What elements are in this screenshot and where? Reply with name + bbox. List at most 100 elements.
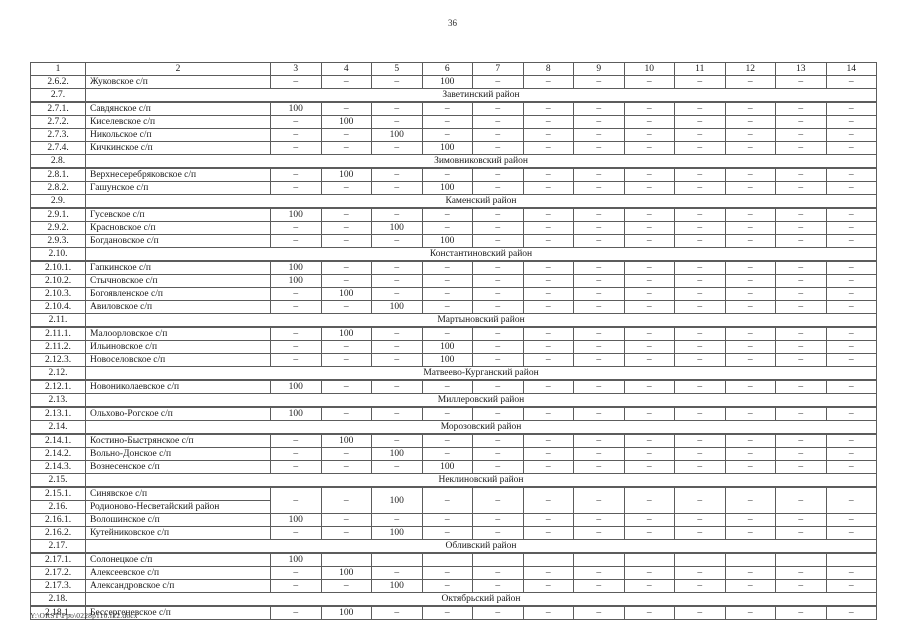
value-cell: – [270,326,322,341]
value-cell: – [724,513,776,527]
value-cell: – [320,579,372,593]
value-cell: – [371,260,423,275]
value-cell: – [775,207,827,222]
value-cell: – [421,326,473,341]
value-cell: – [421,221,473,235]
page-number: 36 [448,18,457,28]
value-cell: – [371,566,423,580]
column-header: 12 [724,62,776,76]
value-cell: – [573,207,625,222]
value-cell: – [270,141,322,155]
value-cell [623,552,675,567]
value-cell: – [573,460,625,474]
value-cell: – [674,128,726,142]
district-name-cell: Заветинский район [85,88,877,103]
value-cell: – [825,566,877,580]
column-header: 10 [623,62,675,76]
value-cell: – [472,101,524,116]
value-cell: – [472,406,524,421]
row-number-cell: 2.11.1. [30,326,86,341]
settlement-row: 2.10.2. Стычновское с/п 100– – – – – – – – – – – [30,274,877,288]
row-number-cell: 2.13.1. [30,406,86,421]
value-cell: – [825,447,877,461]
settlement-row: 2.16.2. Кутейниковское с/п – –100– – – – – – – – – [30,526,877,540]
value-cell: – [522,141,574,155]
value-cell: 100 [371,579,423,593]
value-cell: – [421,274,473,288]
value-cell: – [320,75,372,89]
value-cell: 100 [421,460,473,474]
value-cell: – [421,128,473,142]
value-cell: – [623,128,675,142]
value-cell: – [674,379,726,394]
value-cell: – [522,379,574,394]
value-cell: – [623,221,675,235]
row-number-cell: 2.18. [30,592,86,607]
district-name-cell: Миллеровский район [85,393,877,408]
value-cell: – [573,101,625,116]
value-cell: – [270,340,322,354]
value-cell: – [825,221,877,235]
value-cell: – [775,566,827,580]
value-cell: – [825,141,877,155]
value-cell: – [825,167,877,182]
row-number-cell: 2.7. [30,88,86,103]
value-cell: – [623,207,675,222]
value-cell: 100 [421,353,473,367]
value-cell: – [421,207,473,222]
value-cell: – [825,326,877,341]
value-cell: – [674,141,726,155]
settlement-row: 2.17.2. Алексеевское с/п –100– – – – – – – – – – [30,566,877,580]
value-cell: – [270,167,322,182]
settlements-table: 1 2 3 4 5 6 7 8 9 10 11 12 13 14 2.6.2. Жуковское с/п –… [30,62,877,620]
value-cell: – [371,326,423,341]
value-cell: – [472,513,524,527]
value-cell: 100 [270,406,322,421]
settlement-row: 2.12.3. Новоселовское с/п – – –100– – – – – – – – [30,353,877,367]
value-cell: – [623,234,675,248]
value-cell: – [623,353,675,367]
settlement-row: 2.14.3. Вознесенское с/п – – –100– – – – – – – – [30,460,877,474]
value-cell: – [674,605,726,620]
settlement-row: 2.11.2. Ильиновское с/п – – –100– – – – – – – – [30,340,877,354]
value-cell: – [472,326,524,341]
value-cell: – [522,353,574,367]
value-cell: – [623,406,675,421]
settlement-name-cell: Гусевское с/п [85,207,271,222]
value-cell: – [472,221,524,235]
district-row: 2.15. Неклиновский район [30,473,877,488]
district-row: 2.18. Октябрьский район [30,592,877,607]
value-cell: – [825,460,877,474]
value-cell: – [674,406,726,421]
value-cell [522,552,574,567]
row-number-cell: 2.16.2. [30,526,86,540]
value-cell: – [825,406,877,421]
value-cell: – [724,605,776,620]
value-cell: – [472,526,524,540]
value-cell: – [573,128,625,142]
settlement-row: 2.8.1. Верхнесеребряковское с/п –100– – – – – –… [30,167,877,182]
value-cell: – [825,234,877,248]
value-cell: – [623,513,675,527]
value-cell: – [674,513,726,527]
value-cell: – [421,526,473,540]
value-cell: – [825,274,877,288]
settlement-row: 2.6.2. Жуковское с/п – – –100– – – – – – – – [30,75,877,89]
value-cell: – [674,75,726,89]
value-cell: – [674,234,726,248]
value-cell: – [623,566,675,580]
value-cell: – [724,274,776,288]
row-number-cell: 2.6.2. [30,75,86,89]
value-cell: – [775,326,827,341]
value-cell: – [472,433,524,448]
value-cell: – [522,128,574,142]
value-cell: – [270,353,322,367]
value-cell: – [573,486,625,514]
value-cell: – [522,181,574,195]
settlement-row: 2.16.1. Волошинское с/п 100– – – – – – – – – – – [30,513,877,527]
value-cell: – [472,340,524,354]
value-cell: – [421,379,473,394]
value-cell: – [320,379,372,394]
value-cell: – [825,207,877,222]
row-number-cell: 2.9.1. [30,207,86,222]
